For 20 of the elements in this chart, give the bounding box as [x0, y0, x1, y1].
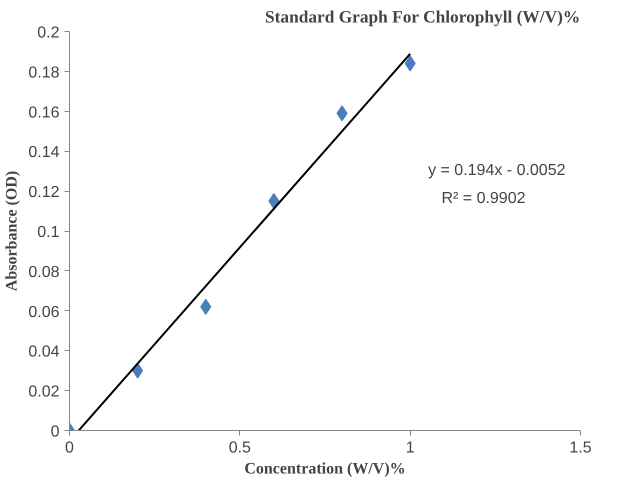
x-axis-title: Concentration (W/V)%	[244, 460, 406, 478]
y-tick-label: 0.02	[28, 384, 60, 401]
y-tick-label: 0.18	[28, 64, 60, 82]
y-tick-label: 0.16	[28, 104, 60, 122]
y-tick-label: 0.1	[37, 224, 60, 241]
y-tick-label: 0.08	[28, 264, 60, 281]
y-tick-label: 0.2	[37, 24, 60, 42]
y-tick-label: 0.12	[28, 184, 60, 202]
y-tick-label: 0.06	[28, 304, 60, 321]
annotation: y = 0.194x - 0.0052	[428, 162, 566, 180]
x-tick-label: 1.5	[569, 440, 592, 456]
chart-title: Standard Graph For Chlorophyll (W/V)%	[265, 8, 580, 26]
y-tick-label: 0.14	[28, 144, 60, 162]
y-axis-title: Absorbance (OD)	[3, 170, 20, 292]
annotation: R² = 0.9902	[441, 190, 526, 208]
y-tick-label: 0.04	[28, 344, 60, 361]
x-tick-label: 0.5	[228, 440, 252, 456]
y-tick-label: 0	[50, 424, 60, 440]
x-tick-label: 0	[65, 440, 74, 456]
x-tick-label: 1	[406, 440, 415, 456]
